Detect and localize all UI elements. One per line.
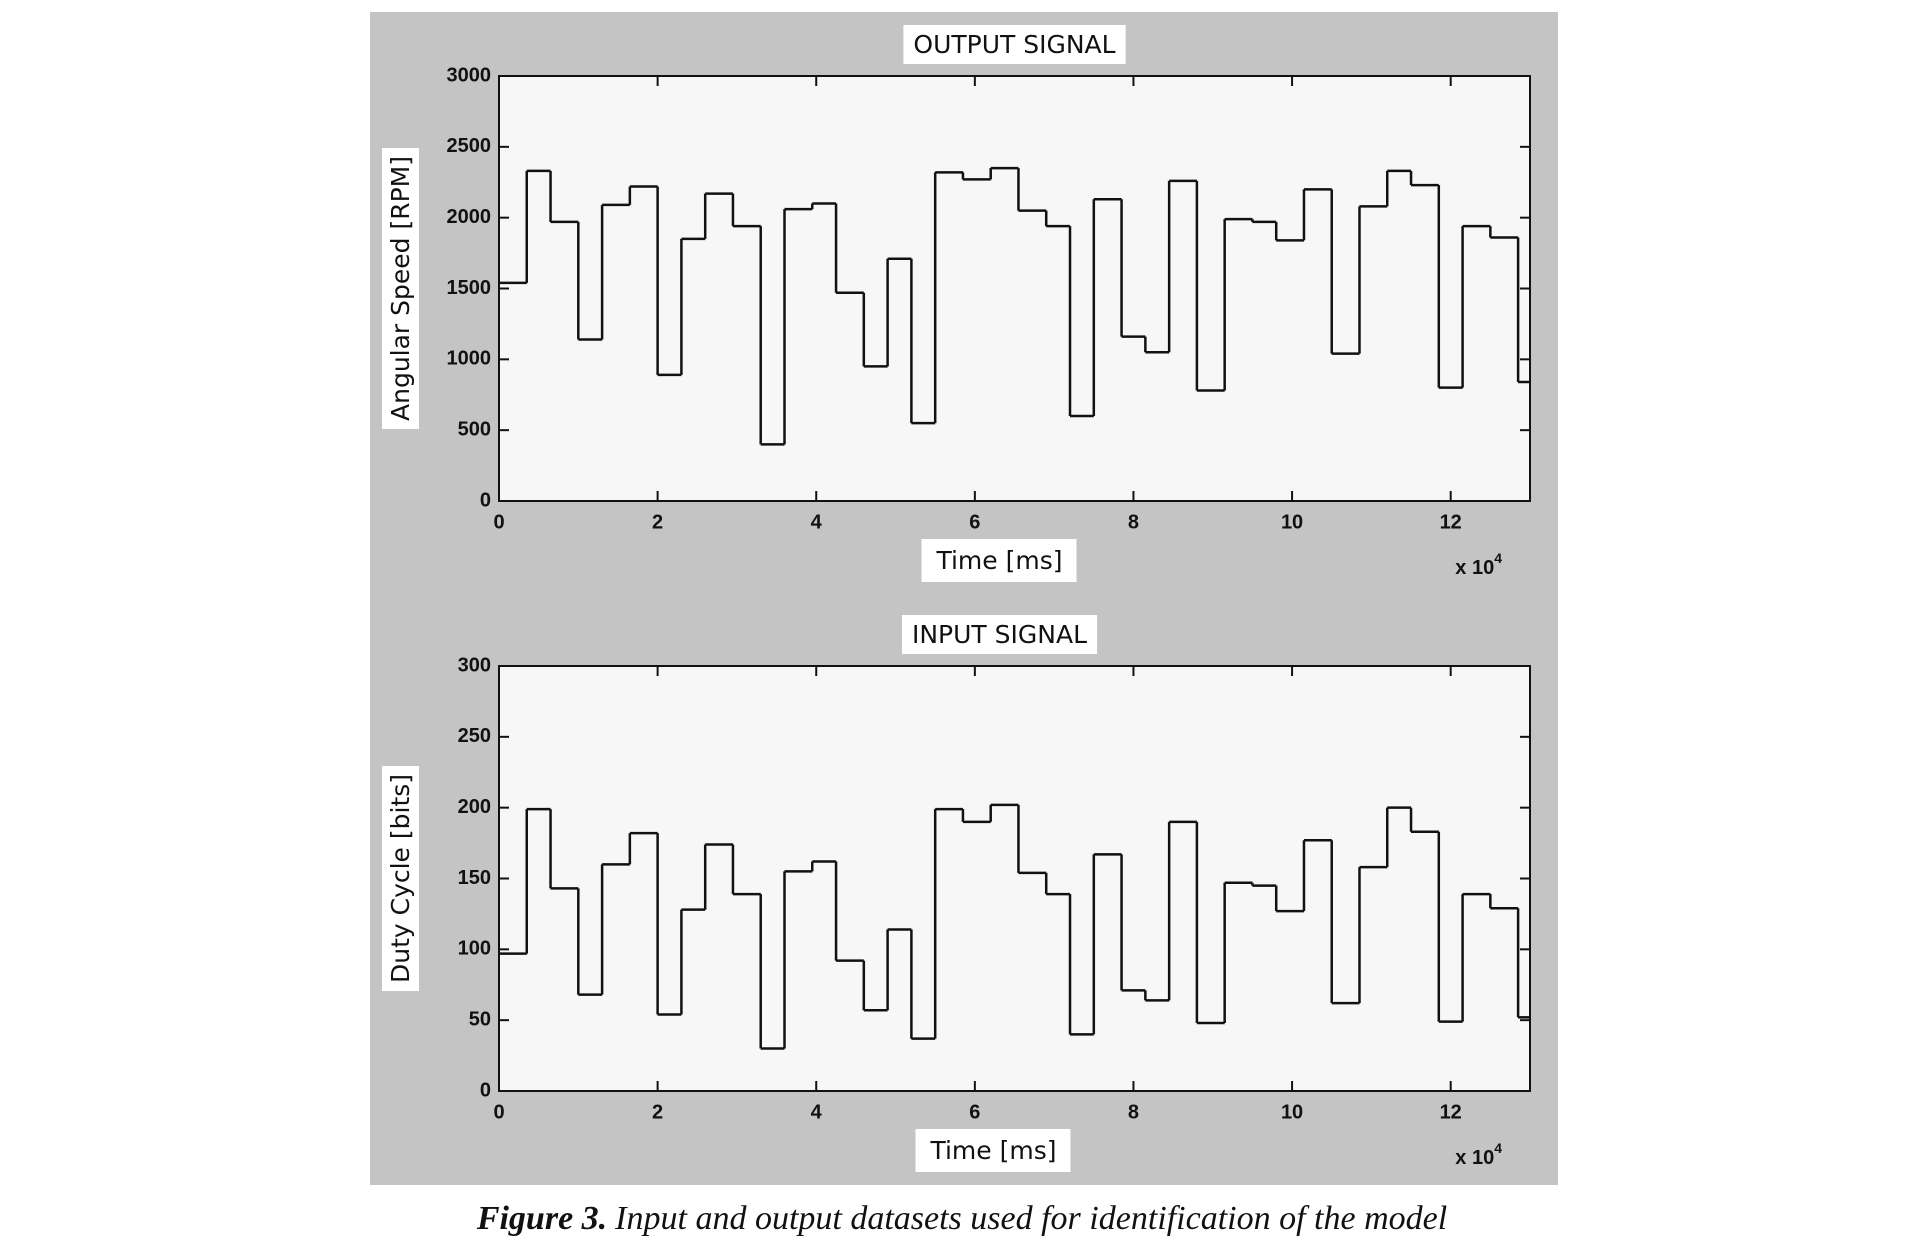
plot-area xyxy=(498,665,1531,1092)
label-box xyxy=(382,148,419,429)
y-tick-label: 2000 xyxy=(447,206,492,228)
x-tick-label: 8 xyxy=(1128,1101,1139,1123)
x-tick-label: 10 xyxy=(1281,511,1303,533)
y-tick-label: 500 xyxy=(458,418,491,440)
y-tick-label: 1000 xyxy=(447,348,492,370)
y-tick-label: 3000 xyxy=(447,64,492,86)
label-box xyxy=(903,25,1126,64)
x-tick-label: 4 xyxy=(811,511,823,533)
x-tick-label: 2 xyxy=(652,511,663,533)
x-tick-label: 6 xyxy=(969,511,980,533)
x-tick-label: 12 xyxy=(1440,1101,1462,1123)
label-box xyxy=(915,1129,1071,1172)
y-axis-label: Duty Cycle [bits] xyxy=(386,774,415,983)
y-tick-label: 50 xyxy=(469,1008,491,1030)
x-tick-label: 2 xyxy=(652,1101,663,1123)
x-tick-label: 10 xyxy=(1281,1101,1303,1123)
plot-area xyxy=(498,75,1531,502)
y-tick-label: 100 xyxy=(458,938,491,960)
label-box xyxy=(382,765,419,992)
y-axis-label: Angular Speed [RPM] xyxy=(386,156,415,421)
x-tick-label: 8 xyxy=(1128,511,1139,533)
label-box xyxy=(921,539,1077,582)
x-multiplier-exponent: 4 xyxy=(1494,550,1502,566)
y-tick-label: 150 xyxy=(458,867,491,889)
x-tick-label: 12 xyxy=(1440,511,1462,533)
caption: Figure 3. Input and output datasets used … xyxy=(476,1200,1447,1237)
y-tick-label: 0 xyxy=(480,489,491,511)
y-tick-label: 200 xyxy=(458,796,491,818)
y-tick-label: 2500 xyxy=(447,135,492,157)
label-box xyxy=(901,615,1098,654)
x-multiplier-base: x 10 xyxy=(1455,557,1494,579)
x-multiplier-exponent: 4 xyxy=(1494,1140,1502,1156)
x-multiplier: x 104 xyxy=(1455,550,1502,580)
y-tick-label: 300 xyxy=(458,654,491,676)
x-axis-label: Time [ms] xyxy=(929,1136,1056,1165)
x-tick-label: 6 xyxy=(969,1101,980,1123)
x-multiplier-base: x 10 xyxy=(1455,1147,1494,1169)
y-tick-label: 0 xyxy=(480,1079,491,1101)
x-axis-label: Time [ms] xyxy=(935,546,1062,575)
y-tick-label: 250 xyxy=(458,725,491,747)
chart-title: INPUT SIGNAL xyxy=(912,620,1087,649)
caption-text: Input and output datasets used for ident… xyxy=(614,1200,1447,1237)
x-tick-label: 0 xyxy=(493,511,504,533)
x-tick-label: 0 xyxy=(493,1101,504,1123)
y-tick-label: 1500 xyxy=(447,277,492,299)
caption-label: Figure 3. xyxy=(476,1200,607,1237)
x-multiplier: x 104 xyxy=(1455,1140,1502,1170)
x-tick-label: 4 xyxy=(811,1101,823,1123)
chart-title: OUTPUT SIGNAL xyxy=(913,30,1115,59)
